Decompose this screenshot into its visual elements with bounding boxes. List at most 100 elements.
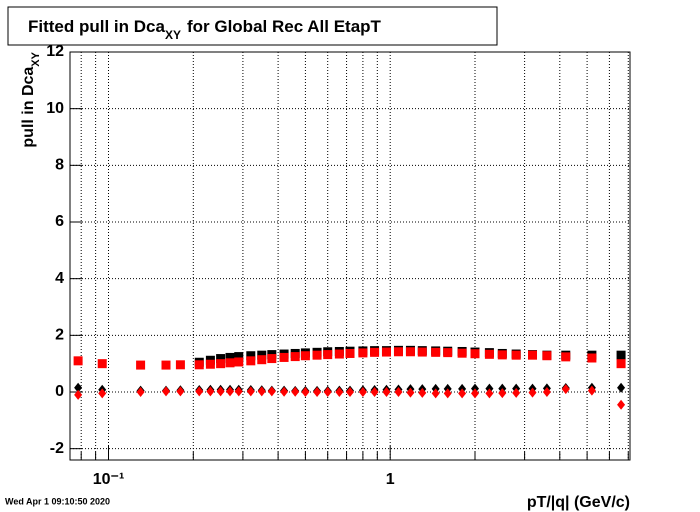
marker <box>498 388 507 399</box>
marker <box>226 386 235 397</box>
marker <box>406 387 415 398</box>
marker <box>417 347 427 357</box>
y-tick-label: 12 <box>46 43 64 60</box>
marker <box>345 348 355 358</box>
y-tick-label: 4 <box>55 270 64 287</box>
marker <box>617 382 626 393</box>
x-axis-label: pT/|q| (GeV/c) <box>527 494 630 511</box>
marker <box>74 389 83 400</box>
marker <box>497 350 507 360</box>
marker <box>74 382 83 393</box>
marker <box>561 352 571 362</box>
marker <box>267 386 276 397</box>
marker <box>73 356 83 366</box>
marker <box>458 388 467 399</box>
marker <box>485 388 494 399</box>
marker <box>405 347 415 357</box>
marker <box>443 388 452 399</box>
marker <box>206 386 215 397</box>
marker <box>431 388 440 399</box>
marker <box>358 348 368 358</box>
marker <box>443 348 453 358</box>
timestamp: Wed Apr 1 09:10:50 2020 <box>5 496 110 506</box>
marker <box>257 355 267 365</box>
marker <box>257 350 267 360</box>
title-rest: for Global Rec All EtapT <box>187 17 382 36</box>
marker <box>471 388 480 399</box>
marker <box>234 386 243 397</box>
marker <box>216 354 226 364</box>
marker <box>290 352 300 362</box>
marker <box>225 352 235 362</box>
marker <box>542 351 552 361</box>
marker <box>312 350 322 360</box>
marker <box>370 347 380 357</box>
y-tick-label: 2 <box>55 327 64 344</box>
marker <box>205 359 215 369</box>
marker <box>561 384 570 395</box>
marker <box>528 387 537 398</box>
marker <box>346 387 355 397</box>
marker <box>195 386 204 397</box>
x-tick-label: 1 <box>386 471 395 488</box>
y-tick-label: 10 <box>46 100 64 117</box>
marker <box>216 359 226 369</box>
ylabel-sub: XY <box>30 51 42 66</box>
chart-title: Fitted pull in DcaXY for Global Rec All E… <box>28 17 382 42</box>
marker <box>234 357 244 367</box>
marker <box>393 347 403 357</box>
marker <box>381 347 391 357</box>
marker <box>470 349 480 359</box>
y-tick-label: 0 <box>55 383 64 400</box>
y-tick-label: 6 <box>55 213 64 230</box>
marker <box>301 387 310 397</box>
marker <box>335 387 344 397</box>
marker <box>280 386 289 397</box>
marker <box>394 387 403 397</box>
marker <box>484 349 494 359</box>
marker <box>246 351 256 361</box>
marker <box>358 387 367 397</box>
y-tick-label: -2 <box>50 440 64 457</box>
marker <box>257 386 266 397</box>
title-box <box>7 6 498 46</box>
marker <box>246 386 255 397</box>
y-tick-label: 8 <box>55 157 64 174</box>
marker <box>267 354 277 364</box>
marker <box>279 352 289 362</box>
marker <box>457 348 467 358</box>
marker <box>323 387 332 397</box>
marker <box>175 360 185 370</box>
marker <box>431 347 441 357</box>
marker <box>234 352 244 362</box>
x-tick-label: 10⁻¹ <box>93 471 125 488</box>
marker <box>162 386 171 397</box>
ylabel-main: pull in Dca <box>20 67 37 148</box>
y-axis-label: pull in DcaXY <box>20 51 42 147</box>
marker <box>323 350 333 360</box>
marker <box>616 359 626 369</box>
marker <box>216 386 225 397</box>
marker <box>300 351 310 361</box>
plot-frame <box>69 51 631 461</box>
marker <box>382 387 391 397</box>
marker <box>98 388 107 399</box>
marker <box>334 349 344 359</box>
marker <box>587 385 596 396</box>
marker <box>291 386 300 397</box>
marker <box>176 386 185 397</box>
marker <box>511 350 521 360</box>
marker <box>194 360 204 370</box>
marker <box>616 350 626 360</box>
marker <box>246 356 256 366</box>
marker <box>97 359 107 369</box>
marker <box>528 350 538 360</box>
marker <box>512 387 521 398</box>
title-main: Fitted pull in Dca <box>28 17 165 36</box>
marker <box>418 387 427 398</box>
marker <box>587 353 597 363</box>
title-sub: XY <box>165 28 181 42</box>
marker <box>161 360 171 370</box>
marker <box>136 387 145 397</box>
